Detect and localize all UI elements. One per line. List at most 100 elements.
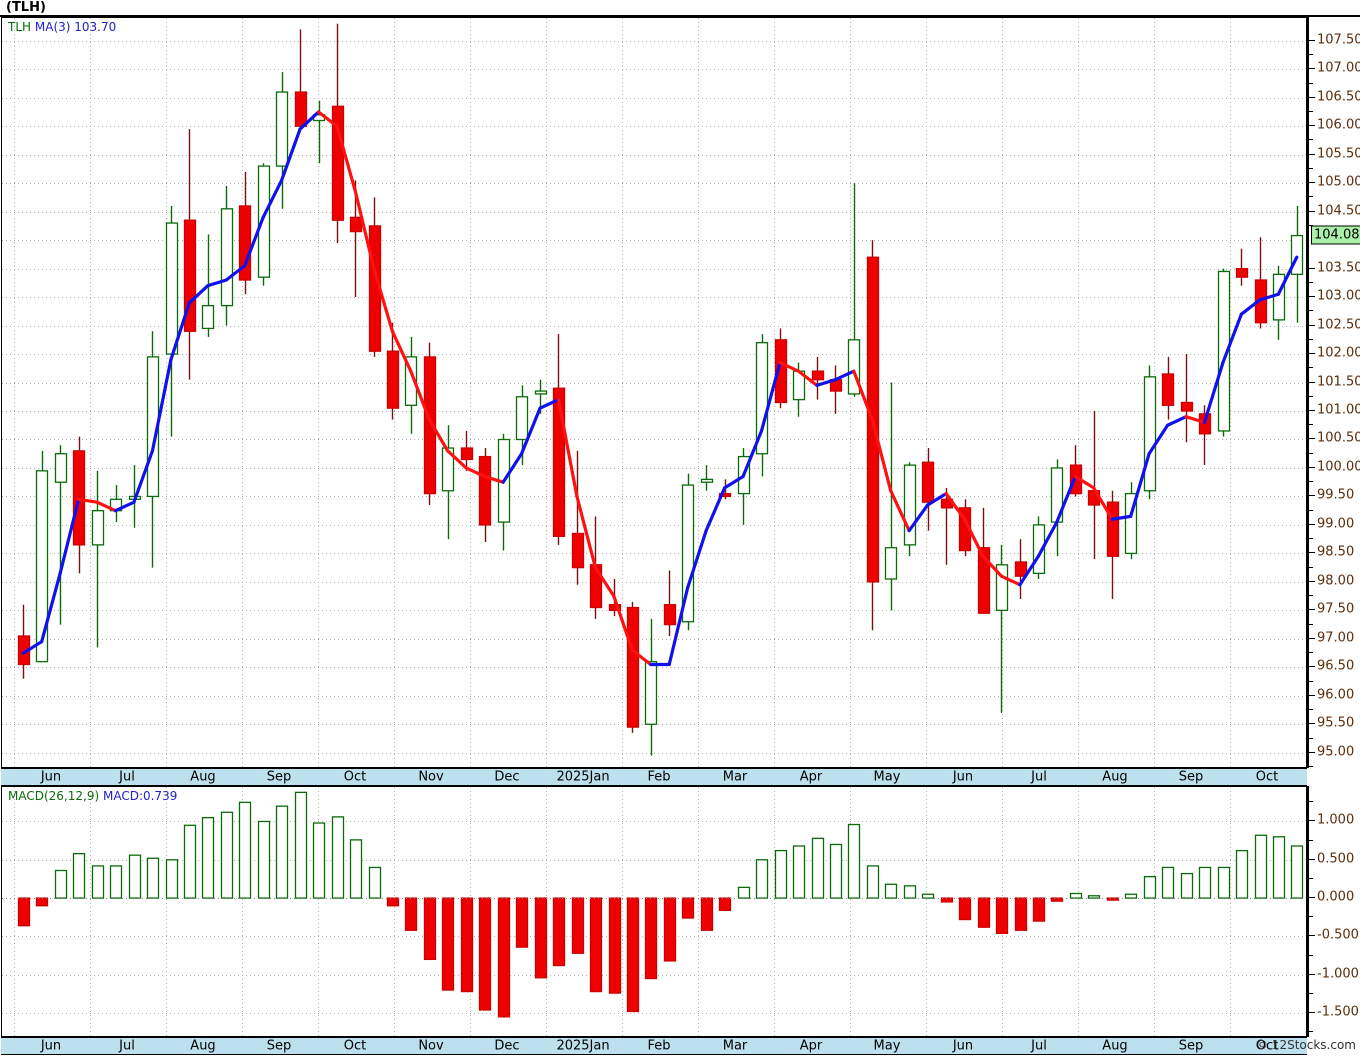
- price-tick-mark: [1309, 723, 1315, 725]
- price-minor-tick: [1309, 281, 1313, 283]
- price-tick-label: 104.50: [1317, 203, 1360, 219]
- price-tick-mark: [1309, 438, 1315, 440]
- month-label: 2025Jan: [556, 1038, 610, 1054]
- legend-macd-label: MACD(26,12,9): [8, 789, 100, 803]
- price-tick-mark: [1309, 552, 1315, 554]
- price-tick-label: 101.50: [1317, 374, 1360, 390]
- month-label: Aug: [1102, 1038, 1128, 1054]
- month-label: Sep: [1178, 1038, 1204, 1054]
- month-label: 2025Jan: [556, 769, 610, 785]
- title-divider: [0, 15, 1360, 17]
- price-tick-label: 103.00: [1317, 288, 1360, 304]
- macd-minor-tick: [1309, 1031, 1313, 1033]
- macd-tick-mark: [1309, 973, 1315, 975]
- price-minor-tick: [1309, 737, 1313, 739]
- month-label: Oct: [343, 1038, 367, 1054]
- price-minor-tick: [1309, 310, 1313, 312]
- price-tick-mark: [1309, 609, 1315, 611]
- price-tick-label: 98.00: [1317, 573, 1355, 589]
- macd-legend: MACD(26,12,9) MACD:0.739: [8, 789, 177, 803]
- price-tick-mark: [1309, 637, 1315, 639]
- price-tick-mark: [1309, 324, 1315, 326]
- price-tick-label: 106.00: [1317, 117, 1360, 133]
- price-tick-mark: [1309, 68, 1315, 70]
- price-tick-mark: [1309, 96, 1315, 98]
- price-tick-mark: [1309, 296, 1315, 298]
- macd-tick-label: -1.500: [1317, 1004, 1359, 1020]
- macd-y-axis: 1.000 0.500 0.000 -0.500 -1.000 -1.500: [1307, 786, 1360, 1037]
- month-label: Nov: [418, 1038, 444, 1054]
- price-minor-tick: [1309, 110, 1313, 112]
- macd-minor-tick: [1309, 954, 1313, 956]
- price-tick-label: 96.50: [1317, 658, 1355, 674]
- legend-ma-label: MA(3): [34, 20, 71, 34]
- legend-macd-name: MACD:: [102, 789, 143, 803]
- month-label: May: [873, 1038, 901, 1054]
- price-minor-tick: [1309, 452, 1313, 454]
- price-chart-panel[interactable]: TLH MA(3) 103.70: [1, 17, 1307, 768]
- price-minor-tick: [1309, 338, 1313, 340]
- price-tick-label: 100.00: [1317, 459, 1360, 475]
- month-label: Mar: [722, 1038, 748, 1054]
- price-tick-label: 107.50: [1317, 32, 1360, 48]
- price-plot[interactable]: [2, 18, 1306, 767]
- month-label: Jul: [1031, 1038, 1047, 1054]
- price-tick-mark: [1309, 39, 1315, 41]
- price-minor-tick: [1309, 595, 1313, 597]
- price-minor-tick: [1309, 709, 1313, 711]
- month-label: Jul: [1031, 769, 1047, 785]
- month-label: Jun: [40, 769, 62, 785]
- month-label: Oct: [1255, 769, 1279, 785]
- macd-minor-tick: [1309, 801, 1313, 803]
- macd-tick-label: 0.500: [1317, 851, 1355, 867]
- month-label: Sep: [266, 769, 292, 785]
- price-minor-tick: [1309, 766, 1313, 767]
- month-label: Sep: [1178, 769, 1204, 785]
- month-label: Aug: [190, 769, 216, 785]
- month-label: Jun: [40, 1038, 62, 1054]
- price-tick-mark: [1309, 153, 1315, 155]
- price-minor-tick: [1309, 424, 1313, 426]
- copyright-notice: © 12Stocks.com: [1256, 1038, 1356, 1052]
- price-y-axis: 107.50 107.00 106.50 106.00 105.50 105.00 104.…: [1307, 17, 1360, 768]
- price-minor-tick: [1309, 566, 1313, 568]
- month-label: Jul: [119, 769, 135, 785]
- current-price-badge: 104.08: [1311, 225, 1360, 245]
- price-minor-tick: [1309, 395, 1313, 397]
- price-tick-label: 102.50: [1317, 317, 1360, 333]
- price-tick-mark: [1309, 666, 1315, 668]
- legend-macd-value: 0.739: [142, 789, 178, 803]
- price-tick-mark: [1309, 353, 1315, 355]
- title-bar: (TLH): [0, 0, 1360, 16]
- price-tick-mark: [1309, 381, 1315, 383]
- month-label: Sep: [266, 1038, 292, 1054]
- macd-minor-tick: [1309, 877, 1313, 879]
- price-minor-tick: [1309, 623, 1313, 625]
- month-label: Jun: [952, 1038, 974, 1054]
- macd-tick-label: -1.000: [1317, 966, 1359, 982]
- macd-plot[interactable]: [2, 787, 1306, 1036]
- price-tick-label: 101.00: [1317, 402, 1360, 418]
- price-tick-mark: [1309, 495, 1315, 497]
- x-axis-months-price: Jun Jul Aug Sep Oct Nov Dec 2025Jan Feb Mar Apr May…: [1, 768, 1307, 786]
- price-legend: TLH MA(3) 103.70: [8, 20, 116, 34]
- price-tick-mark: [1309, 267, 1315, 269]
- price-tick-label: 103.50: [1317, 260, 1360, 276]
- macd-minor-tick: [1309, 839, 1313, 841]
- legend-ma-value: 103.70: [74, 20, 117, 34]
- price-tick-label: 105.00: [1317, 174, 1360, 190]
- price-tick-mark: [1309, 694, 1315, 696]
- month-label: Aug: [190, 1038, 216, 1054]
- price-tick-mark: [1309, 210, 1315, 212]
- macd-minor-tick: [1309, 916, 1313, 918]
- macd-chart-panel[interactable]: MACD(26,12,9) MACD:0.739: [1, 786, 1307, 1037]
- price-minor-tick: [1309, 196, 1313, 198]
- month-label: Aug: [1102, 769, 1128, 785]
- price-minor-tick: [1309, 509, 1313, 511]
- price-minor-tick: [1309, 367, 1313, 369]
- price-tick-label: 106.50: [1317, 89, 1360, 105]
- price-minor-tick: [1309, 538, 1313, 540]
- macd-tick-label: -0.500: [1317, 927, 1359, 943]
- page-title: (TLH): [6, 0, 46, 15]
